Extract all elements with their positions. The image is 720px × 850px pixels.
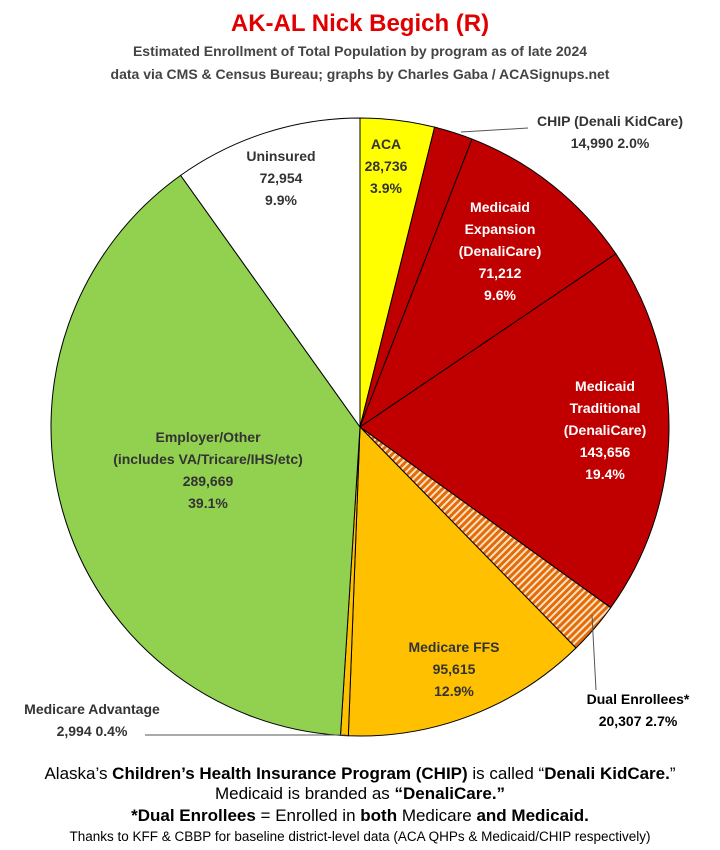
pie-slice-employer: [50, 174, 361, 736]
pie-slice-uninsured: [179, 117, 361, 429]
slice-label-employer: Employer/Other (includes VA/Tricare/IHS/e…: [113, 429, 303, 511]
slice-label-medicare-ffs: Medicare FFS 95,615 12.9%: [408, 639, 499, 699]
footer-credits: Thanks to KFF & CBBP for baseline distri…: [69, 829, 651, 844]
pie-slices: [50, 117, 670, 737]
footer-text: = Enrolled in: [255, 806, 361, 825]
leader-line-dual: [591, 614, 597, 691]
footer-text: Medicaid is branded as: [214, 784, 395, 803]
footer-and-medicaid: and Medicaid.: [476, 806, 589, 825]
chart-subtitle-line-1: Estimated Enrollment of Total Population…: [133, 43, 587, 59]
footer-text: ”: [669, 764, 676, 783]
pie-chart: AK-AL Nick Begich (R) Estimated Enrollme…: [24, 10, 690, 739]
footer-kidcare-name: Denali KidCare.: [544, 764, 670, 783]
slice-label-medicaid-expansion: Medicaid Expansion (DenaliCare) 71,212 9.6%: [459, 199, 541, 303]
slice-labels: ACA 28,736 3.9% CHIP (Denali KidCare) 14,990…: [24, 113, 690, 739]
footer-line-chip: Alaska’s Children’s Health Insurance Pro…: [0, 764, 720, 784]
footer-chip-name: Children’s Health Insurance Program (CHI…: [112, 764, 468, 783]
footer-text: is called “: [467, 764, 545, 783]
footer-both: both: [360, 806, 398, 825]
leader-lines: [145, 127, 597, 736]
chart-subtitle-line-2: data via CMS & Census Bureau; graphs by …: [111, 66, 610, 82]
footer-line-dual: *Dual Enrollees = Enrolled in both Medic…: [0, 806, 720, 826]
footer-dual-term: *Dual Enrollees: [131, 806, 256, 825]
slice-label-chip: CHIP (Denali KidCare) 14,990 2.0%: [537, 113, 683, 151]
pie-slice-medicare-ffs: [347, 425, 577, 737]
footer-text: Medicare: [397, 806, 477, 825]
pie-slice-medicaid-expansion: [358, 138, 617, 429]
slice-label-medicaid-traditional: Medicaid Traditional (DenaliCare) 143,656 19…: [564, 378, 646, 482]
slice-label-uninsured: Uninsured 72,954 9.9%: [246, 148, 315, 208]
slice-label-aca: ACA 28,736 3.9%: [365, 136, 408, 196]
footer-line-medicaid: Medicaid is branded as “DenaliCare.”: [0, 784, 720, 804]
footer-denalicare-name: “DenaliCare.”: [394, 784, 506, 803]
footer-text: Alaska’s: [44, 764, 113, 783]
slice-label-medicare-advantage: Medicare Advantage 2,994 0.4%: [24, 701, 160, 739]
pie-slice-medicaid-traditional: [359, 253, 670, 609]
slice-label-dual: Dual Enrollees* 20,307 2.7%: [587, 691, 690, 729]
chart-title: AK-AL Nick Begich (R): [231, 10, 489, 37]
leader-line-chip: [460, 127, 529, 133]
